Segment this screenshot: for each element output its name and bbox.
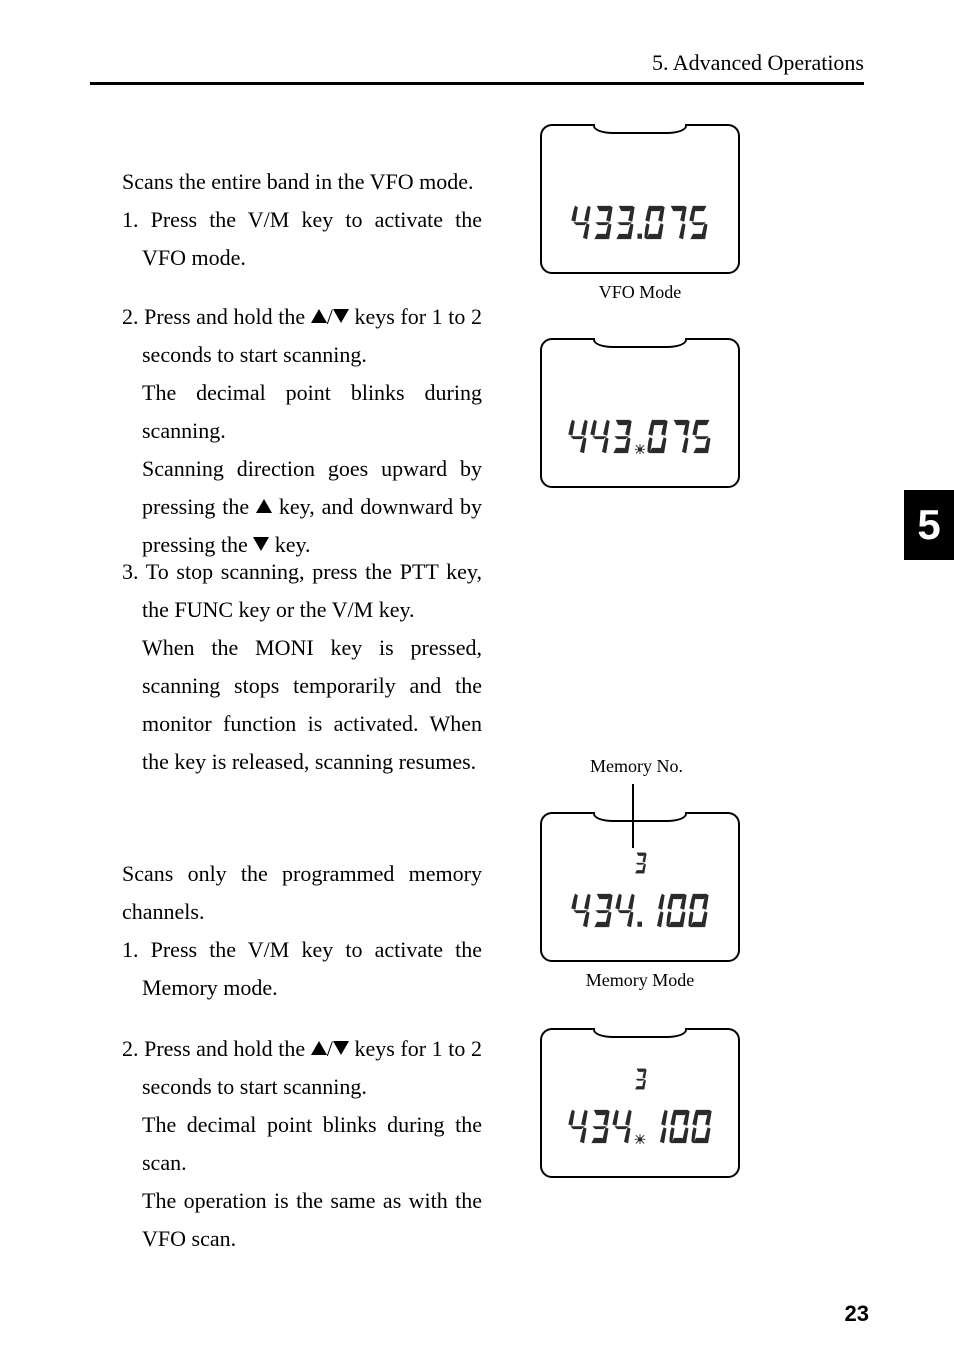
vfo-scan-block-3: 3. To stop scanning, press the PTT key, … [122, 553, 482, 781]
vfo-step-3-line1: 3. To stop scanning, press the PTT key, … [122, 553, 482, 629]
vfo-scan-block-2: 2. Press and hold the / keys for 1 to 2 … [122, 298, 482, 564]
mem-step-1: 1. Press the V/M key to activate the Mem… [122, 931, 482, 1007]
lcd-notch [593, 338, 687, 348]
lcd-big-row [542, 1109, 738, 1144]
header-section-title: 5. Advanced Operations [652, 50, 864, 76]
up-triangle-icon [311, 1041, 327, 1055]
lcd-display-d1 [540, 124, 740, 274]
vfo-step-2-line3: Scanning direction goes upward by pressi… [122, 450, 482, 564]
down-triangle-icon [333, 309, 349, 323]
lcd-small-row [542, 852, 738, 874]
lcd-caption-d1: VFO Mode [540, 282, 740, 303]
lcd-caption-d3: Memory Mode [540, 970, 740, 991]
mem-scan-block-2: 2. Press and hold the / keys for 1 to 2 … [122, 1030, 482, 1258]
lcd-display-d2 [540, 338, 740, 488]
memory-no-label: Memory No. [590, 756, 683, 777]
up-triangle-icon [311, 309, 327, 323]
lcd-big-row [542, 893, 738, 928]
vfo-scan-block-1: Scans the entire band in the VFO mode. 1… [122, 163, 482, 277]
mem-step2a: 2. Press and hold the [122, 1036, 311, 1061]
mem-step-2-line2: The decimal point blinks during the scan… [122, 1106, 482, 1182]
chapter-tab: 5 [904, 490, 954, 560]
lcd-notch [593, 124, 687, 134]
mem-step-2-line1: 2. Press and hold the / keys for 1 to 2 … [122, 1030, 482, 1106]
up-triangle-icon [256, 499, 272, 513]
down-triangle-icon [253, 537, 269, 551]
header-rule [90, 82, 864, 85]
lcd-big-row [542, 419, 738, 454]
lcd-big-row [542, 205, 738, 240]
mem-intro: Scans only the programmed memory channel… [122, 855, 482, 931]
mem-scan-block-1: Scans only the programmed memory channel… [122, 855, 482, 1007]
mem-step-2-line3: The operation is the same as with the VF… [122, 1182, 482, 1258]
lcd-notch [593, 1028, 687, 1038]
vfo-step-1: 1. Press the V/M key to activate the VFO… [122, 201, 482, 277]
lcd-display-d3 [540, 812, 740, 962]
lcd-display-d4 [540, 1028, 740, 1178]
vfo-step-2-line1: 2. Press and hold the / keys for 1 to 2 … [122, 298, 482, 374]
down-triangle-icon [333, 1041, 349, 1055]
page-number: 23 [845, 1301, 869, 1327]
lcd-notch [593, 812, 687, 822]
memory-no-pointer-line [632, 784, 634, 848]
vfo-step2a: 2. Press and hold the [122, 304, 311, 329]
vfo-step-3-line2: When the MONI key is pressed, scanning s… [122, 629, 482, 781]
vfo-step-2-line2: The decimal point blinks during scanning… [122, 374, 482, 450]
lcd-small-row [542, 1068, 738, 1090]
vfo-intro: Scans the entire band in the VFO mode. [122, 163, 482, 201]
